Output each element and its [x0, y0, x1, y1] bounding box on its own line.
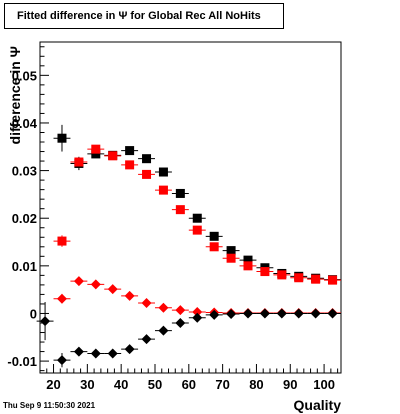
x-tick-label: 70: [215, 377, 229, 392]
series-3-point: [226, 308, 237, 319]
series-0-point: [125, 146, 135, 156]
series-1-point: [226, 253, 236, 263]
x-tick-label: 40: [114, 377, 128, 392]
series-3-point: [175, 317, 186, 328]
series-3-point: [259, 308, 270, 319]
series-1-point: [243, 261, 253, 271]
series-0-point: [142, 154, 152, 164]
series-1-point: [108, 151, 118, 161]
series-1-point: [57, 236, 67, 246]
series-2-point: [73, 276, 84, 287]
series-2-point: [141, 297, 152, 308]
series-2-point: [56, 293, 67, 304]
series-3-point: [73, 346, 84, 357]
series-0-point: [192, 213, 202, 223]
x-tick-label: 30: [80, 377, 94, 392]
series-2-point: [124, 290, 135, 301]
series-3-point: [192, 312, 203, 323]
y-tick-label: 0: [30, 306, 37, 321]
y-tick-label: 0.01: [12, 259, 37, 274]
series-3-point: [56, 355, 67, 366]
series-3-point: [242, 308, 253, 319]
series-1-point: [328, 275, 338, 285]
series-0-point: [209, 231, 219, 241]
series-3-point: [107, 348, 118, 359]
series-3-point: [141, 334, 152, 345]
series-0-point: [91, 149, 101, 159]
series-2-point: [175, 305, 186, 316]
series-3-point: [90, 348, 101, 359]
series-1-point: [260, 267, 270, 277]
y-tick-label: 0.04: [12, 116, 38, 131]
series-1-point: [209, 242, 219, 252]
series-0-point: [57, 133, 67, 143]
series-1-point: [142, 169, 152, 179]
x-tick-label: 20: [46, 377, 60, 392]
plot-frame: [39, 41, 342, 374]
x-tick-label: 90: [283, 377, 297, 392]
series-0-point: [243, 255, 253, 265]
series-1-point: [277, 270, 287, 280]
x-tick-label: 60: [182, 377, 196, 392]
y-tick-label: -0.01: [7, 354, 37, 369]
x-tick-label: 100: [313, 377, 335, 392]
series-2-point: [192, 307, 203, 318]
y-axis-label: difference in Ψ: [7, 46, 23, 144]
series-3-point: [124, 344, 135, 355]
series-2-point: [90, 279, 101, 290]
series-3-point: [209, 309, 220, 320]
series-3-point: [40, 316, 51, 327]
y-tick-label: 0.05: [12, 68, 37, 83]
y-tick-label: 0.03: [12, 164, 37, 179]
series-2-point: [158, 302, 169, 313]
series-3-point: [158, 325, 169, 336]
series-1-point: [91, 144, 101, 154]
series-1-point: [311, 274, 321, 284]
x-tick-label: 80: [249, 377, 263, 392]
series-3-point: [310, 308, 321, 319]
series-1-point: [158, 185, 168, 195]
series-1-point: [192, 225, 202, 235]
x-tick-label: 50: [148, 377, 162, 392]
series-3-point: [327, 308, 338, 319]
y-tick-label: 0.02: [12, 211, 37, 226]
series-1-point: [294, 273, 304, 283]
series-2-point: [107, 284, 118, 295]
series-3-point: [276, 308, 287, 319]
series-1-point: [74, 157, 84, 167]
series-3-point: [293, 308, 304, 319]
datestamp: Thu Sep 9 11:50:30 2021: [3, 401, 96, 410]
x-axis-label: Quality: [294, 397, 342, 413]
series-0-point: [158, 167, 168, 177]
series-1-point: [175, 205, 185, 215]
series-1-point: [125, 160, 135, 170]
chart-title: Fitted difference in Ψ for Global Rec Al…: [4, 3, 284, 29]
series-0-point: [175, 188, 185, 198]
series-0-point: [226, 246, 236, 256]
